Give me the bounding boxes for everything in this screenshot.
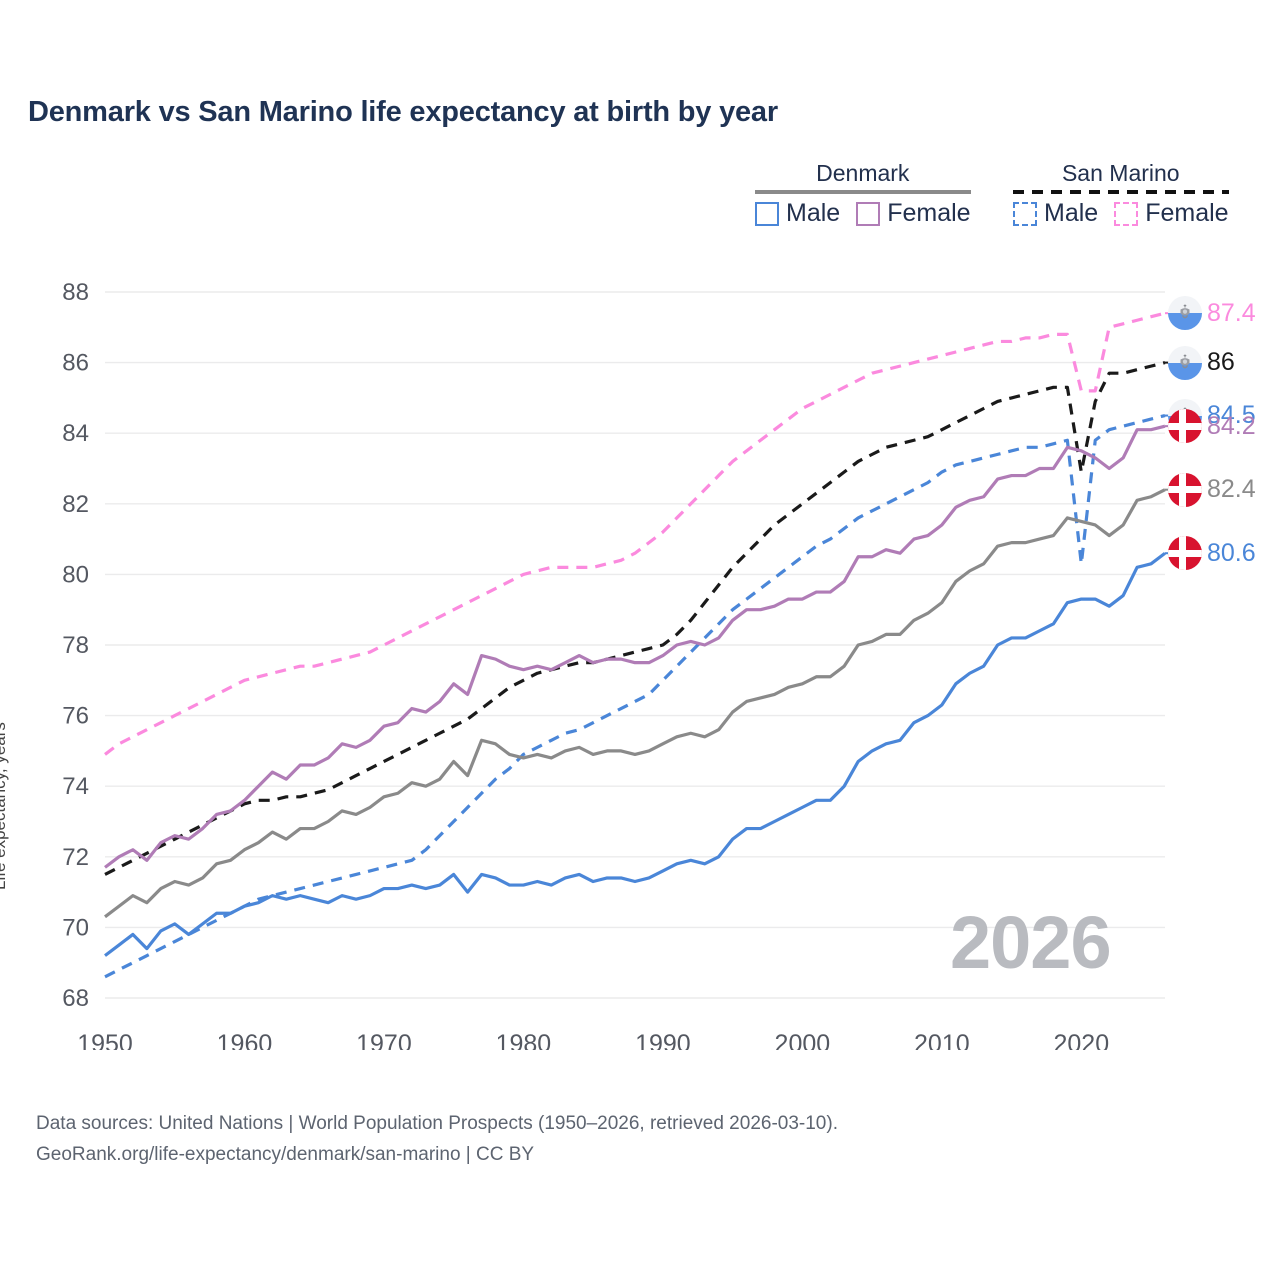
denmark-flag-icon — [1168, 472, 1202, 507]
legend-label-san-marino-male: Male — [1044, 199, 1099, 227]
y-axis-tick-label: 86 — [62, 350, 89, 377]
denmark-flag-icon — [1168, 409, 1202, 444]
legend-group-denmark-title: Denmark — [816, 160, 910, 186]
x-axis-tick-label: 1990 — [635, 1030, 691, 1050]
y-axis-tick-label: 82 — [62, 491, 89, 518]
y-axis-tick-label: 84 — [62, 420, 89, 447]
series-line-san-marino-female — [104, 311, 1166, 756]
legend-group-san-marino-title: San Marino — [1061, 160, 1180, 186]
footer: Data sources: United Nations | World Pop… — [36, 1108, 1236, 1171]
legend-swatch-dashed-square-icon — [1013, 201, 1037, 226]
series-line-san-marino-male — [104, 413, 1166, 979]
year-watermark: 2026 — [950, 901, 1112, 984]
x-axis-tick-label: 1970 — [356, 1030, 412, 1050]
legend-swatch-solid-square-icon — [755, 201, 779, 226]
chart-legend: Denmark Male Female San Marino Male — [755, 160, 1255, 240]
end-label-san-marino-total: 86 — [1168, 345, 1235, 380]
series-line-denmark-male — [104, 551, 1166, 957]
end-label-value: 82.4 — [1207, 475, 1256, 504]
end-label-value: 86 — [1207, 348, 1235, 377]
legend-label-denmark-female: Female — [887, 199, 971, 227]
legend-group-san-marino: San Marino Male Female — [1013, 160, 1229, 226]
series-line-denmark-total — [104, 488, 1166, 919]
legend-label-san-marino-female: Female — [1145, 199, 1229, 227]
footer-attribution: GeoRank.org/life-expectancy/denmark/san-… — [36, 1144, 535, 1166]
san-marino-flag-icon — [1168, 345, 1202, 380]
end-label-value: 87.4 — [1207, 298, 1256, 327]
end-label-value: 84.5 — [1207, 401, 1256, 430]
y-axis-tick-label: 76 — [62, 703, 89, 730]
line-chart: 68 70 72 74 76 78 80 82 84 86 88 1950 1960 1970 1980 19… — [62, 279, 1177, 1050]
y-axis-tick-label: 78 — [62, 632, 89, 659]
x-axis-tick-label: 2010 — [914, 1030, 970, 1050]
y-axis-tick-label: 80 — [62, 561, 89, 588]
x-axis-tick-label: 1950 — [77, 1030, 133, 1050]
y-axis-tick-label: 70 — [62, 914, 89, 941]
y-axis-tick-label: 68 — [62, 985, 89, 1012]
series-line-denmark-female — [104, 424, 1166, 869]
end-label-denmark-male: 80.6 — [1168, 536, 1256, 571]
san-marino-flag-icon — [1168, 296, 1202, 331]
end-label-value: 80.6 — [1207, 538, 1256, 567]
plot-area: 68 70 72 74 76 78 80 82 84 86 88 1950 1960 1970 1980 19… — [0, 250, 1280, 1050]
y-axis-tick-label: 88 — [62, 279, 89, 306]
legend-swatch-solid-square-icon — [856, 201, 881, 226]
end-label-denmark-female: 84.2 — [1168, 409, 1256, 444]
x-axis-tick-label: 2000 — [775, 1030, 831, 1050]
end-label-san-marino-female: 87.4 — [1168, 296, 1256, 331]
legend-label-denmark-male: Male — [786, 199, 841, 227]
legend-swatch-dashed-square-icon — [1114, 201, 1139, 226]
legend-rule-solid — [755, 190, 971, 194]
legend-item-san-marino-male[interactable]: Male — [1013, 201, 1098, 226]
x-axis-tick-label: 2020 — [1054, 1030, 1110, 1050]
x-axis-tick-label: 1980 — [496, 1030, 552, 1050]
denmark-flag-icon — [1168, 536, 1202, 571]
legend-group-denmark: Denmark Male Female — [755, 160, 971, 226]
series-line-san-marino-total — [104, 361, 1166, 876]
legend-item-san-marino-female[interactable]: Female — [1114, 199, 1229, 227]
legend-rule-dashed — [1013, 190, 1229, 194]
x-axis-tick-label: 1960 — [217, 1030, 273, 1050]
legend-item-denmark-male[interactable]: Male — [755, 201, 840, 226]
page-title: Denmark vs San Marino life expectancy at… — [28, 96, 778, 128]
y-axis-tick-label: 74 — [62, 773, 89, 800]
legend-item-denmark-female[interactable]: Female — [856, 199, 971, 227]
y-axis-title: Life expectancy, years — [0, 722, 9, 890]
end-label-value: 84.2 — [1207, 411, 1256, 440]
y-axis-tick-label: 72 — [62, 844, 89, 871]
footer-data-sources: Data sources: United Nations | World Pop… — [36, 1113, 838, 1134]
end-label-denmark-total: 82.4 — [1168, 472, 1256, 507]
